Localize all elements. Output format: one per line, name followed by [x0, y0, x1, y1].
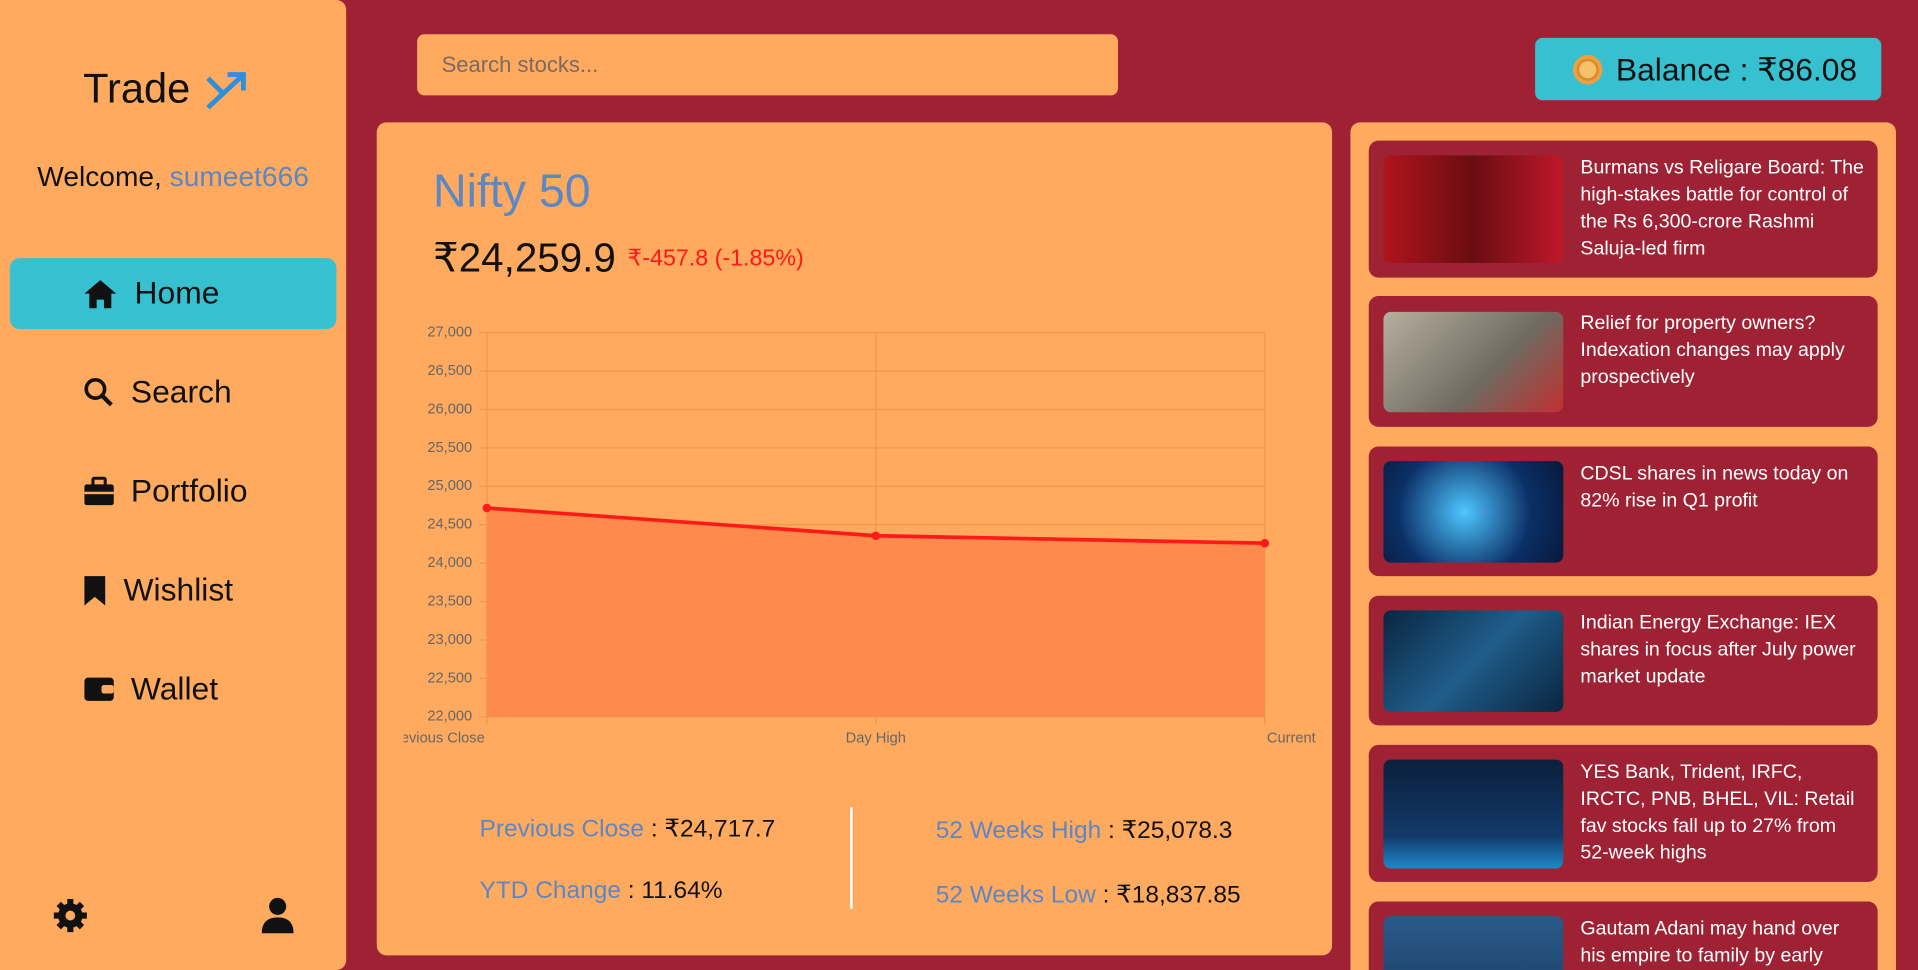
nav-label: Wallet	[130, 670, 219, 708]
y-tick-label: 23,500	[427, 593, 472, 609]
stat-value: : ₹18,837.85	[1102, 881, 1241, 909]
wallet-icon	[84, 677, 114, 701]
point	[1260, 538, 1270, 548]
nav-home[interactable]: Home	[9, 258, 337, 330]
nav-label: Portfolio	[130, 472, 248, 509]
wishlist-icon	[84, 576, 106, 606]
stat-value: : ₹24,717.7	[650, 815, 776, 843]
x-tick-label: Current Price	[1267, 731, 1321, 747]
news-image	[1383, 610, 1564, 712]
nav-label: Home	[134, 273, 220, 311]
stat-value: : ₹25,078.3	[1108, 817, 1233, 845]
stat: 52 Weeks Low : ₹18,837.85	[936, 879, 1241, 910]
index-price: ₹24,259.9	[433, 234, 616, 281]
search-placeholder: Search stocks...	[441, 52, 599, 78]
news-image	[1383, 916, 1564, 970]
news-title: Burmans vs Religare Board: The high-stak…	[1580, 157, 1864, 260]
news-title: Indian Energy Exchange: IEX shares in fo…	[1580, 612, 1856, 688]
point	[482, 503, 492, 513]
search-icon	[84, 377, 113, 407]
nav-wallet[interactable]: Wallet	[10, 654, 337, 725]
news-item[interactable]: Indian Energy Exchange: IEX shares in fo…	[1368, 595, 1878, 726]
news-title: YES Bank, Trident, IRFC, IRCTC, PNB, BHE…	[1580, 762, 1855, 864]
search-box[interactable]: Search stocks...	[417, 34, 1119, 96]
settings-icon[interactable]	[53, 898, 88, 933]
news-title: CDSL shares in news today on 82% rise in…	[1580, 463, 1849, 512]
coin-icon	[1573, 55, 1603, 85]
chart: 22,000 22,500 23,000 23,500 24,000 24,500 25,0…	[404, 325, 1321, 747]
index-title: Nifty 50	[433, 166, 591, 218]
news-image	[1383, 461, 1564, 563]
balance: Balance : ₹86.08	[1615, 51, 1858, 89]
portfolio-icon	[84, 476, 114, 506]
stat: Previous Close : ₹24,717.7	[479, 813, 775, 844]
y-tick-label: 24,500	[427, 517, 472, 533]
stat-value: : 11.64%	[627, 877, 723, 904]
stat-label: 52 Weeks Low	[935, 881, 1096, 909]
nav-wishlist[interactable]: Wishlist	[10, 555, 337, 626]
news-panel: Burmans vs Religare Board: The high-stak…	[1350, 122, 1896, 970]
y-tick-label: 22,500	[427, 670, 472, 686]
nav-label: Wishlist	[123, 571, 234, 608]
sidebar: Trade Welcome, sumeet666 Home Search Por…	[0, 0, 347, 970]
point	[871, 531, 881, 541]
y-tick-label: 26,500	[427, 363, 472, 379]
news-item[interactable]: Relief for property owners? Indexation c…	[1368, 296, 1878, 427]
home-icon	[84, 280, 117, 309]
stat-label: Previous Close	[479, 815, 645, 843]
news-title: Relief for property owners? Indexation c…	[1580, 313, 1845, 388]
y-tick-label: 24,000	[427, 555, 472, 571]
y-tick-label: 23,000	[427, 632, 472, 648]
profile-icon[interactable]	[261, 897, 295, 935]
stat-label: YTD Change	[479, 877, 621, 904]
y-tick-label: 26,000	[427, 401, 472, 417]
divider	[850, 807, 853, 909]
news-item[interactable]: CDSL shares in news today on 82% rise in…	[1368, 446, 1878, 577]
nav-portfolio[interactable]: Portfolio	[10, 456, 337, 527]
y-tick-label: 22,000	[427, 709, 472, 725]
index-card: Nifty 50 ₹24,259.9 ₹-457.8 (-1.85%) 22,0…	[376, 122, 1333, 956]
brand-icon	[206, 72, 246, 110]
stat: YTD Change : 11.64%	[479, 877, 722, 905]
nav-label: Search	[130, 373, 232, 410]
nav-search[interactable]: Search	[10, 357, 337, 428]
index-change: ₹-457.8 (-1.85%)	[627, 245, 804, 272]
welcome-text: Welcome,	[37, 160, 162, 193]
username[interactable]: sumeet666	[169, 160, 309, 193]
news-image	[1383, 155, 1564, 263]
y-tick-label: 27,000	[427, 325, 472, 341]
news-item[interactable]: Gautam Adani may hand over his empire to…	[1368, 901, 1878, 970]
y-tick-label: 25,000	[427, 478, 472, 494]
news-title: Gautam Adani may hand over his empire to…	[1580, 918, 1840, 967]
news-image	[1383, 311, 1564, 413]
area-fill	[486, 508, 1265, 717]
brand: Trade	[83, 66, 191, 113]
news-item[interactable]: Burmans vs Religare Board: The high-stak…	[1368, 140, 1878, 278]
stat: 52 Weeks High : ₹25,078.3	[936, 815, 1233, 846]
y-tick-label: 25,500	[427, 440, 472, 456]
x-tick-label: Previous Close	[404, 731, 485, 747]
news-image	[1383, 759, 1564, 869]
balance-badge[interactable]: Balance : ₹86.08	[1535, 37, 1882, 101]
stat-label: 52 Weeks High	[935, 817, 1102, 845]
welcome: Welcome, sumeet666	[0, 160, 346, 193]
news-item[interactable]: YES Bank, Trident, IRFC, IRCTC, PNB, BHE…	[1368, 744, 1878, 882]
x-tick-label: Day High	[846, 731, 906, 747]
